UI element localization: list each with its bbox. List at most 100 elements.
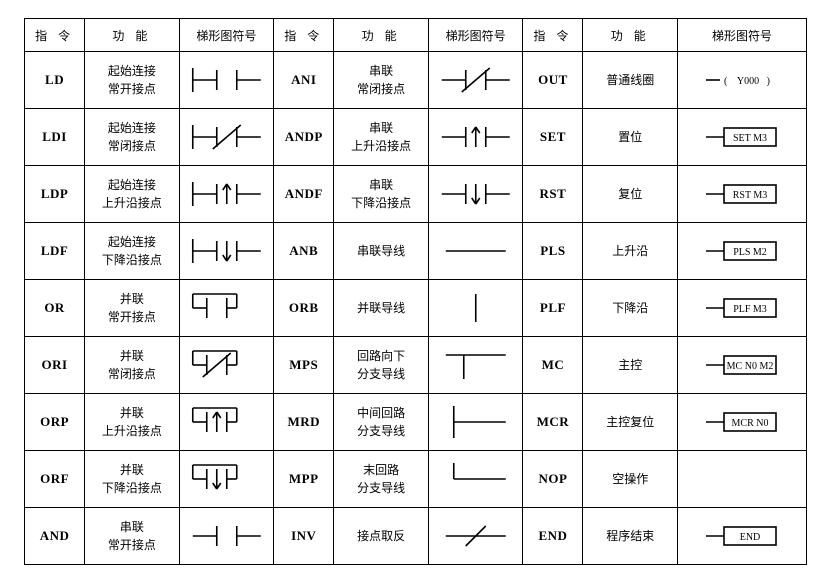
function-cell: 并联常闭接点 (85, 337, 180, 394)
symbol-cell: PLS M2 (678, 223, 807, 280)
mnemonic-cell: OR (25, 280, 85, 337)
mnemonic-cell: ANDF (274, 166, 334, 223)
function-cell: 复位 (583, 166, 678, 223)
function-cell: 串联常闭接点 (334, 52, 429, 109)
symbol-cell (179, 166, 274, 223)
symbol-cell (179, 223, 274, 280)
symbol-cell (428, 451, 523, 508)
table-row: LDP起始连接上升沿接点 ANDF串联下降沿接点 RST复位 RST M3 (25, 166, 807, 223)
table-row: LDI起始连接常闭接点ANDP串联上升沿接点SET置位SET M3 (25, 109, 807, 166)
mnemonic-cell: AND (25, 508, 85, 565)
function-cell: 回路向下分支导线 (334, 337, 429, 394)
function-cell: 起始连接常闭接点 (85, 109, 180, 166)
mnemonic-cell: MPS (274, 337, 334, 394)
symbol-cell: RST M3 (678, 166, 807, 223)
h-instr-3: 指 令 (523, 19, 583, 52)
svg-text:PLS M2: PLS M2 (733, 247, 767, 258)
mnemonic-cell: ORP (25, 394, 85, 451)
function-cell: 上升沿 (583, 223, 678, 280)
symbol-cell: END (678, 508, 807, 565)
mnemonic-cell: SET (523, 109, 583, 166)
mnemonic-cell: OUT (523, 52, 583, 109)
function-cell: 串联导线 (334, 223, 429, 280)
function-cell: 空操作 (583, 451, 678, 508)
symbol-cell: MCR N0 (678, 394, 807, 451)
function-cell: 串联常开接点 (85, 508, 180, 565)
mnemonic-cell: LDI (25, 109, 85, 166)
mnemonic-cell: PLF (523, 280, 583, 337)
mnemonic-cell: ANDP (274, 109, 334, 166)
function-cell: 下降沿 (583, 280, 678, 337)
mnemonic-cell: ORI (25, 337, 85, 394)
symbol-cell (428, 52, 523, 109)
table-row: AND串联常开接点INV接点取反END程序结束END (25, 508, 807, 565)
svg-text:PLF M3: PLF M3 (733, 304, 767, 315)
mnemonic-cell: PLS (523, 223, 583, 280)
symbol-cell: PLF M3 (678, 280, 807, 337)
function-cell: 接点取反 (334, 508, 429, 565)
symbol-cell (179, 451, 274, 508)
table-row: ORP并联上升沿接点MRD中间回路分支导线MCR主控复位MCR N0 (25, 394, 807, 451)
function-cell: 主控复位 (583, 394, 678, 451)
mnemonic-cell: LD (25, 52, 85, 109)
function-cell: 程序结束 (583, 508, 678, 565)
symbol-cell (428, 394, 523, 451)
h-func-2: 功 能 (334, 19, 429, 52)
symbol-cell (428, 223, 523, 280)
table-body: LD起始连接常开接点 ANI串联常闭接点 OUT普通线圈 ( Y000) LDI起始连接常… (25, 52, 807, 565)
mnemonic-cell: MC (523, 337, 583, 394)
symbol-cell (428, 508, 523, 565)
svg-text:Y000: Y000 (737, 76, 759, 87)
svg-text:(: ( (724, 76, 728, 87)
svg-text:): ) (767, 76, 770, 87)
symbol-cell (179, 109, 274, 166)
mnemonic-cell: MPP (274, 451, 334, 508)
symbol-cell (179, 394, 274, 451)
svg-text:RST M3: RST M3 (733, 190, 768, 201)
mnemonic-cell: ANB (274, 223, 334, 280)
table-row: LD起始连接常开接点 ANI串联常闭接点 OUT普通线圈 ( Y000) (25, 52, 807, 109)
function-cell: 起始连接下降沿接点 (85, 223, 180, 280)
h-func-1: 功 能 (85, 19, 180, 52)
function-cell: 并联下降沿接点 (85, 451, 180, 508)
mnemonic-cell: RST (523, 166, 583, 223)
symbol-cell (428, 337, 523, 394)
table-row: ORI并联常闭接点 MPS回路向下分支导线 MC主控 MC N0 M2 (25, 337, 807, 394)
function-cell: 串联下降沿接点 (334, 166, 429, 223)
mnemonic-cell: ORB (274, 280, 334, 337)
function-cell: 置位 (583, 109, 678, 166)
function-cell: 串联上升沿接点 (334, 109, 429, 166)
table-row: ORF并联下降沿接点 MPP末回路分支导线 NOP空操作 (25, 451, 807, 508)
symbol-cell (428, 280, 523, 337)
function-cell: 中间回路分支导线 (334, 394, 429, 451)
table-row: LDF起始连接下降沿接点ANB串联导线PLS上升沿PLS M2 (25, 223, 807, 280)
function-cell: 起始连接常开接点 (85, 52, 180, 109)
function-cell: 并联上升沿接点 (85, 394, 180, 451)
symbol-cell (179, 508, 274, 565)
mnemonic-cell: LDP (25, 166, 85, 223)
h-sym-2: 梯形图符号 (428, 19, 523, 52)
symbol-cell (678, 451, 807, 508)
mnemonic-cell: ORF (25, 451, 85, 508)
h-sym-3: 梯形图符号 (678, 19, 807, 52)
symbol-cell (179, 337, 274, 394)
symbol-cell (179, 52, 274, 109)
symbol-cell (428, 109, 523, 166)
plc-instruction-table: 指 令 功 能 梯形图符号 指 令 功 能 梯形图符号 指 令 功 能 梯形图符… (24, 18, 807, 565)
table-row: OR并联常开接点 ORB并联导线 PLF下降沿 PLF M3 (25, 280, 807, 337)
mnemonic-cell: NOP (523, 451, 583, 508)
function-cell: 普通线圈 (583, 52, 678, 109)
symbol-cell (428, 166, 523, 223)
mnemonic-cell: INV (274, 508, 334, 565)
function-cell: 起始连接上升沿接点 (85, 166, 180, 223)
function-cell: 并联导线 (334, 280, 429, 337)
function-cell: 主控 (583, 337, 678, 394)
mnemonic-cell: MCR (523, 394, 583, 451)
function-cell: 并联常开接点 (85, 280, 180, 337)
function-cell: 末回路分支导线 (334, 451, 429, 508)
h-func-3: 功 能 (583, 19, 678, 52)
mnemonic-cell: ANI (274, 52, 334, 109)
symbol-cell: ( Y000) (678, 52, 807, 109)
svg-text:MC N0 M2: MC N0 M2 (727, 361, 774, 372)
h-sym-1: 梯形图符号 (179, 19, 274, 52)
